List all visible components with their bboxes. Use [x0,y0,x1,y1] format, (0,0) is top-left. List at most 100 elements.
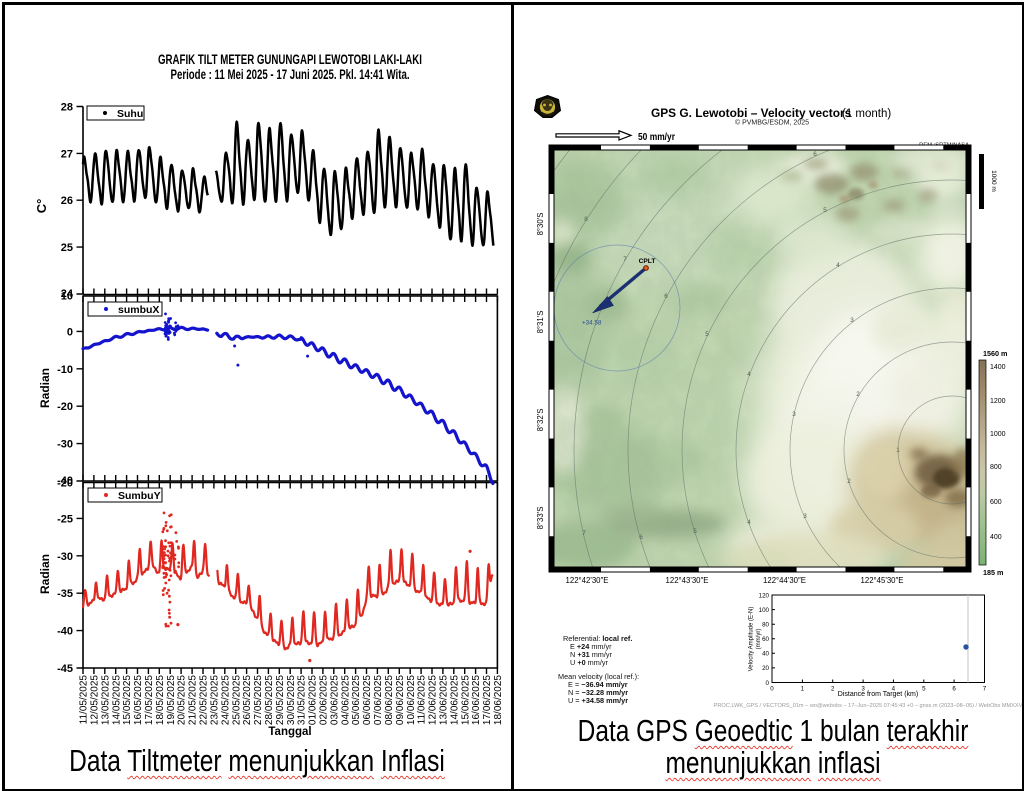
svg-text:27/05/2025: 27/05/2025 [253,675,264,725]
svg-text:20/05/2025: 20/05/2025 [177,675,188,725]
svg-text:GRAFIK TILT METER GUNUNGAPI LE: GRAFIK TILT METER GUNUNGAPI LEWOTOBI LAK… [158,52,422,67]
svg-text:29/05/2025: 29/05/2025 [275,675,286,725]
svg-text:6: 6 [813,151,817,158]
svg-text:4: 4 [747,371,751,378]
svg-text:30/05/2025: 30/05/2025 [286,675,297,725]
svg-text:09/06/2025: 09/06/2025 [395,675,406,725]
svg-text:Radian: Radian [38,554,52,594]
svg-text:1000: 1000 [990,431,1006,438]
svg-text:11/06/2025: 11/06/2025 [417,675,428,725]
svg-text:17/05/2025: 17/05/2025 [144,675,155,725]
svg-text:12/06/2025: 12/06/2025 [428,675,439,725]
svg-text:25/05/2025: 25/05/2025 [231,675,242,725]
svg-text:15/05/2025: 15/05/2025 [122,675,133,725]
svg-text:14/06/2025: 14/06/2025 [449,675,460,725]
svg-text:-30: -30 [57,551,73,563]
svg-text:-45: -45 [57,663,73,675]
svg-text:120: 120 [759,592,770,599]
svg-text:01/06/2025: 01/06/2025 [308,675,319,725]
svg-text:18/05/2025: 18/05/2025 [155,675,166,725]
svg-text:122°45'30″E: 122°45'30″E [861,576,904,585]
svg-text:23/05/2025: 23/05/2025 [210,675,221,725]
svg-text:E +24 mm/yr: E +24 mm/yr [570,642,612,651]
svg-text:100: 100 [759,607,770,614]
svg-text:22/05/2025: 22/05/2025 [199,675,210,725]
svg-text:18/06/2025: 18/06/2025 [493,675,504,725]
svg-text:20: 20 [762,665,769,672]
svg-text:5: 5 [693,528,697,535]
svg-text:7: 7 [623,256,627,263]
svg-text:U +0 mm/yr: U +0 mm/yr [570,658,609,667]
svg-text:7: 7 [808,95,812,102]
svg-text:GPS G. Lewotobi – Velocity vec: GPS G. Lewotobi – Velocity vectors [651,106,852,120]
svg-text:400: 400 [990,534,1002,541]
svg-text:800: 800 [990,464,1002,471]
svg-text:7: 7 [983,686,987,693]
svg-text:Tanggal: Tanggal [268,726,311,738]
svg-text:-30: -30 [57,439,73,451]
svg-text:6: 6 [639,534,643,541]
svg-text:8°30'S: 8°30'S [536,213,545,236]
svg-text:sumbuX: sumbuX [118,304,159,316]
svg-text:08/06/2025: 08/06/2025 [384,675,395,725]
svg-text:17/06/2025: 17/06/2025 [482,675,493,725]
svg-text:16/06/2025: 16/06/2025 [471,675,482,725]
svg-text:N = −32.28 mm/yr: N = −32.28 mm/yr [568,688,628,697]
svg-text:10: 10 [61,290,73,302]
svg-text:2: 2 [831,686,835,693]
svg-text:Mean velocity (local ref.):: Mean velocity (local ref.): [558,672,639,681]
svg-text:Periode : 11 Mei 2025 - 17 Jun: Periode : 11 Mei 2025 - 17 Juni 2025. Pk… [171,67,410,82]
svg-text:4: 4 [836,262,840,269]
svg-text:50 mm/yr: 50 mm/yr [638,131,675,143]
svg-text:-20: -20 [57,477,73,489]
svg-text:1000 m: 1000 m [990,170,997,192]
svg-text:122°44'30″E: 122°44'30″E [763,576,806,585]
svg-text:600: 600 [990,499,1002,506]
svg-text:PROC.LWK_GPS / VECTORS_01m – w: PROC.LWK_GPS / VECTORS_01m – wo@webobs –… [714,703,1023,709]
svg-text:16/05/2025: 16/05/2025 [133,675,144,725]
svg-text:02/06/2025: 02/06/2025 [319,675,330,725]
svg-text:10/06/2025: 10/06/2025 [406,675,417,725]
svg-text:Velocity Amplitude (E-N): Velocity Amplitude (E-N) [749,607,755,672]
svg-text:3: 3 [792,411,796,418]
svg-text:14/05/2025: 14/05/2025 [111,675,122,725]
svg-text:© PVMBG/ESDM, 2025: © PVMBG/ESDM, 2025 [735,119,809,127]
svg-text:C°: C° [34,199,49,214]
svg-text:07/06/2025: 07/06/2025 [373,675,384,725]
svg-text:-25: -25 [57,513,73,525]
svg-text:122°42'30″E: 122°42'30″E [566,576,609,585]
svg-text:1: 1 [896,447,900,454]
svg-text:N +31 mm/yr: N +31 mm/yr [570,650,613,659]
svg-text:CPLT: CPLT [639,258,656,265]
svg-text:04/06/2025: 04/06/2025 [340,675,351,725]
svg-text:1200: 1200 [990,398,1006,405]
svg-text:13/05/2025: 13/05/2025 [100,675,111,725]
svg-text:26: 26 [61,195,73,207]
svg-text:5: 5 [823,207,827,214]
svg-text:(mm/yr): (mm/yr) [756,629,762,650]
svg-text:-20: -20 [57,401,73,413]
svg-text:2: 2 [856,391,860,398]
svg-text:24: 24 [61,288,74,300]
svg-text:12/05/2025: 12/05/2025 [90,675,101,725]
svg-text:40: 40 [762,651,769,658]
svg-text:Radian: Radian [38,368,52,408]
svg-text:3: 3 [850,317,854,324]
svg-text:60: 60 [762,636,769,643]
svg-text:3: 3 [803,513,807,520]
svg-text:19/05/2025: 19/05/2025 [166,675,177,725]
svg-text:03/06/2025: 03/06/2025 [329,675,340,725]
svg-text:26/05/2025: 26/05/2025 [242,675,253,725]
svg-text:15/06/2025: 15/06/2025 [460,675,471,725]
svg-text:2: 2 [847,478,851,485]
svg-text:1560 m: 1560 m [983,349,1007,358]
svg-text:185 m: 185 m [983,568,1003,577]
svg-text:Suhu: Suhu [117,108,143,120]
svg-text:28: 28 [61,102,73,114]
svg-text:80: 80 [762,622,769,629]
svg-text:6: 6 [952,686,956,693]
svg-text:06/06/2025: 06/06/2025 [362,675,373,725]
svg-text:31/05/2025: 31/05/2025 [297,675,308,725]
svg-text:21/05/2025: 21/05/2025 [188,675,199,725]
svg-text:28/05/2025: 28/05/2025 [264,675,275,725]
